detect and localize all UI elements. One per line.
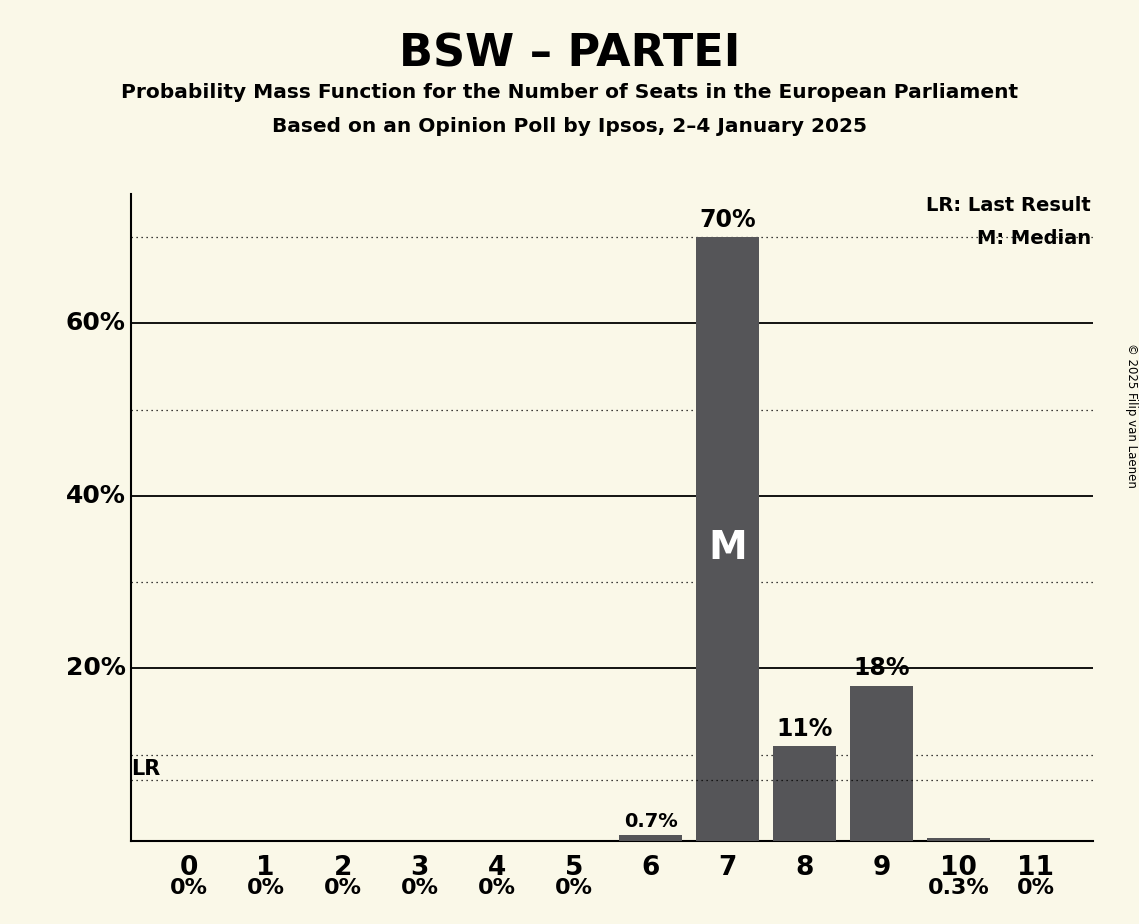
Text: 0%: 0%	[170, 878, 207, 898]
Text: 11%: 11%	[777, 717, 833, 741]
Text: 0.3%: 0.3%	[928, 878, 990, 898]
Text: 0%: 0%	[555, 878, 592, 898]
Bar	[620, 834, 682, 841]
Text: © 2025 Filip van Laenen: © 2025 Filip van Laenen	[1124, 344, 1138, 488]
Text: 40%: 40%	[66, 484, 125, 508]
Text: M: Median: M: Median	[977, 228, 1091, 248]
Text: 0%: 0%	[477, 878, 516, 898]
Text: BSW – PARTEI: BSW – PARTEI	[399, 32, 740, 76]
Text: LR: Last Result: LR: Last Result	[926, 196, 1091, 214]
Text: 70%: 70%	[699, 208, 756, 232]
Text: 0.7%: 0.7%	[624, 812, 678, 832]
Text: 0%: 0%	[247, 878, 285, 898]
Text: LR: LR	[131, 759, 161, 779]
Text: 20%: 20%	[66, 656, 125, 680]
Text: 60%: 60%	[66, 311, 125, 335]
Text: Based on an Opinion Poll by Ipsos, 2–4 January 2025: Based on an Opinion Poll by Ipsos, 2–4 J…	[272, 117, 867, 137]
Text: 0%: 0%	[323, 878, 362, 898]
Bar	[927, 838, 990, 841]
Text: 18%: 18%	[853, 656, 910, 680]
Bar	[696, 237, 760, 841]
Text: 0%: 0%	[401, 878, 439, 898]
Bar	[773, 746, 836, 841]
Text: Probability Mass Function for the Number of Seats in the European Parliament: Probability Mass Function for the Number…	[121, 83, 1018, 103]
Text: 0%: 0%	[1017, 878, 1055, 898]
Bar	[850, 686, 913, 841]
Text: M: M	[708, 529, 747, 566]
